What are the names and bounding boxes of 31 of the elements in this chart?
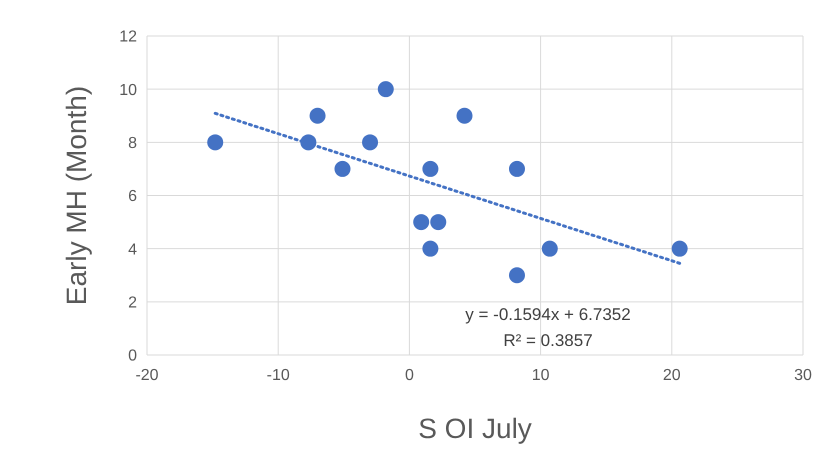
x-tick-label: 10 bbox=[532, 367, 550, 384]
point bbox=[672, 240, 688, 257]
y-tick-label: 8 bbox=[128, 134, 138, 152]
annotation: y = -0.1594x + 6.7352 bbox=[465, 305, 631, 324]
y-tick-label: 4 bbox=[128, 241, 138, 258]
point bbox=[508, 267, 525, 284]
x-tick-label: 20 bbox=[662, 367, 681, 384]
point bbox=[207, 134, 224, 150]
point bbox=[456, 108, 473, 124]
point bbox=[430, 214, 446, 230]
x-tick-label: -20 bbox=[135, 367, 159, 384]
point bbox=[422, 160, 438, 177]
y-axis-title: Early MH (Month) bbox=[61, 86, 92, 306]
point bbox=[362, 134, 378, 150]
y-tick-label: 12 bbox=[119, 28, 138, 46]
y-tick-label: 6 bbox=[128, 188, 138, 206]
point bbox=[413, 214, 430, 230]
point bbox=[334, 160, 350, 177]
annotation: R² = 0.3857 bbox=[503, 331, 593, 350]
y-tick-label: 10 bbox=[119, 82, 138, 99]
point bbox=[422, 240, 438, 257]
point bbox=[508, 160, 525, 177]
point bbox=[310, 108, 326, 124]
y-tick-label: 0 bbox=[128, 348, 138, 365]
x-axis-title: S OI July bbox=[418, 413, 532, 444]
y-tick-label: 2 bbox=[128, 294, 138, 312]
x-tick-label: -10 bbox=[266, 367, 290, 384]
point bbox=[378, 81, 394, 98]
point bbox=[542, 240, 558, 257]
x-tick-label: 30 bbox=[794, 367, 812, 384]
x-tick-label: 0 bbox=[404, 367, 414, 384]
